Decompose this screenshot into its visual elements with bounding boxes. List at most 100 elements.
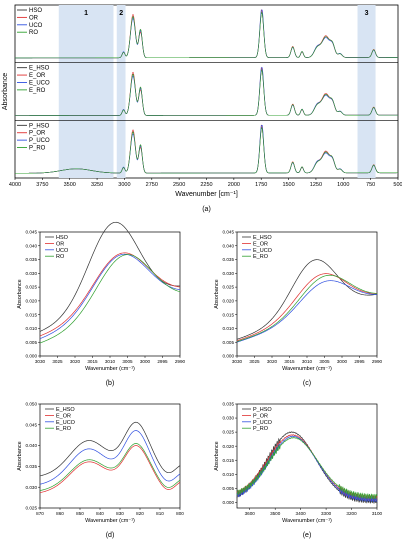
x-tick-label-b: 3020 xyxy=(70,359,81,364)
series-line-E_RO xyxy=(39,443,181,491)
legend-label-RO: RO xyxy=(56,254,65,260)
x-tick-label-a: 500 xyxy=(393,182,402,188)
legend-label-HSO: HSO xyxy=(56,235,69,241)
x-tick-label-b: 3015 xyxy=(87,359,98,364)
series-line-E_OR xyxy=(39,445,181,494)
x-axis-label-e: Wavenumber (cm⁻¹) xyxy=(282,518,332,524)
legend-label-E_UCO: E_UCO xyxy=(29,80,50,86)
y-tick-label-b: 0.030 xyxy=(26,271,38,276)
x-tick-label-d: 800 xyxy=(176,511,184,516)
legend-label-E_HSO: E_HSO xyxy=(253,235,272,241)
x-tick-label-a: 3000 xyxy=(118,182,130,188)
x-tick-label-c: 3005 xyxy=(319,359,330,364)
x-tick-label-b: 2995 xyxy=(157,359,168,364)
legend-label-OR: OR xyxy=(56,241,64,247)
legend-label-E_RO: E_RO xyxy=(253,254,269,260)
x-tick-label-b: 3030 xyxy=(35,359,46,364)
x-tick-label-a: 3750 xyxy=(36,182,48,188)
x-tick-label-a: 1750 xyxy=(255,182,267,188)
x-tick-label-b: 3010 xyxy=(105,359,116,364)
y-tick-label-c: 0.005 xyxy=(223,340,235,345)
legend-label-P_HSO: P_HSO xyxy=(253,407,272,413)
legend-label-E_OR: E_OR xyxy=(56,413,71,419)
spectrum-line-E_RO xyxy=(15,69,398,116)
panel-d-frame xyxy=(39,403,181,509)
x-tick-label-e: 3300 xyxy=(321,511,332,516)
legend-label-RO: RO xyxy=(29,30,38,36)
spectrum-line-RO xyxy=(15,11,398,59)
x-tick-label-a: 750 xyxy=(366,182,375,188)
x-tick-label-a: 1000 xyxy=(337,182,349,188)
y-tick-label-d: 0.025 xyxy=(26,506,38,511)
y-tick-label-c: 0.030 xyxy=(223,271,235,276)
y-tick-label-b: 0.015 xyxy=(26,312,38,317)
legend-label-OR: OR xyxy=(29,15,39,21)
region-3 xyxy=(357,5,376,178)
series-line-E_UCO xyxy=(236,280,377,343)
y-tick-label-c: 0.025 xyxy=(223,285,235,290)
legend-label-P_UCO: P_UCO xyxy=(253,420,273,426)
region-label-2: 2 xyxy=(119,10,123,17)
y-tick-label-b: 0.020 xyxy=(26,298,38,303)
series-line-P_HSO xyxy=(236,431,378,504)
panel-label-a: (a) xyxy=(202,206,211,213)
x-tick-label-d: 830 xyxy=(116,511,124,516)
series-line-E_RO xyxy=(236,274,378,342)
y-tick-label-e: 0.000 xyxy=(223,500,235,505)
y-tick-label-e: 0.030 xyxy=(223,416,235,421)
x-tick-label-a: 4000 xyxy=(9,182,21,188)
legend-label-E_RO: E_RO xyxy=(29,88,46,94)
x-tick-label-e: 3100 xyxy=(372,511,383,516)
y-tick-label-c: 0.015 xyxy=(223,312,235,317)
y-tick-label-d: 0.030 xyxy=(26,485,38,490)
x-tick-label-b: 3005 xyxy=(122,359,133,364)
x-tick-label-a: 3250 xyxy=(91,182,103,188)
y-tick-label-e: 0.010 xyxy=(223,472,235,477)
x-axis-label-c: Wavenumber (cm⁻¹) xyxy=(282,366,332,372)
y-tick-label-e: 0.025 xyxy=(223,430,235,435)
region-label-1: 1 xyxy=(84,10,88,17)
y-axis-label-a: Absorbance xyxy=(2,73,9,110)
legend-label-E_HSO: E_HSO xyxy=(56,407,75,413)
x-tick-label-a: 1500 xyxy=(282,182,294,188)
region-2 xyxy=(116,5,126,178)
y-tick-label-c: 0.000 xyxy=(223,354,235,359)
x-tick-label-a: 3500 xyxy=(64,182,76,188)
x-tick-label-d: 820 xyxy=(136,511,144,516)
y-tick-label-b: 0.005 xyxy=(26,340,38,345)
panel-e-frame xyxy=(236,403,378,509)
y-tick-label-d: 0.035 xyxy=(26,464,38,469)
series-line-OR xyxy=(39,252,181,337)
y-tick-label-c: 0.035 xyxy=(223,257,235,262)
x-axis-label-a: Wavenumber [cm⁻¹] xyxy=(175,191,238,198)
x-tick-label-d: 860 xyxy=(56,511,64,516)
y-tick-label-d: 0.045 xyxy=(26,422,38,427)
series-line-P_RO xyxy=(236,436,378,500)
region-label-3: 3 xyxy=(365,10,369,17)
y-tick-label-d: 0.050 xyxy=(26,402,38,407)
y-axis-label-e: Absorbance xyxy=(214,441,220,470)
y-tick-label-b: 0.040 xyxy=(26,243,38,248)
y-tick-label-b: 0.000 xyxy=(26,354,38,359)
panel-label-d: (d) xyxy=(106,532,115,539)
x-tick-label-d: 810 xyxy=(156,511,164,516)
region-1 xyxy=(58,5,114,178)
legend-label-HSO: HSO xyxy=(29,8,42,14)
y-tick-label-b: 0.025 xyxy=(26,285,38,290)
x-tick-label-c: 3010 xyxy=(302,359,313,364)
legend-label-E_RO: E_RO xyxy=(56,426,72,432)
x-tick-label-d: 870 xyxy=(36,511,44,516)
legend-label-E_UCO: E_UCO xyxy=(56,420,76,426)
x-tick-label-a: 2750 xyxy=(146,182,158,188)
legend-label-E_UCO: E_UCO xyxy=(253,248,273,254)
series-line-E_UCO xyxy=(39,430,181,485)
y-tick-label-e: 0.005 xyxy=(223,486,235,491)
y-axis-label-d: Absorbance xyxy=(17,441,23,470)
y-tick-label-b: 0.045 xyxy=(26,230,38,235)
x-tick-label-c: 3020 xyxy=(267,359,278,364)
panel-label-e: (e) xyxy=(303,532,312,539)
x-tick-label-a: 2250 xyxy=(200,182,212,188)
x-tick-label-d: 850 xyxy=(76,511,84,516)
y-axis-label-c: Absorbance xyxy=(214,279,220,308)
